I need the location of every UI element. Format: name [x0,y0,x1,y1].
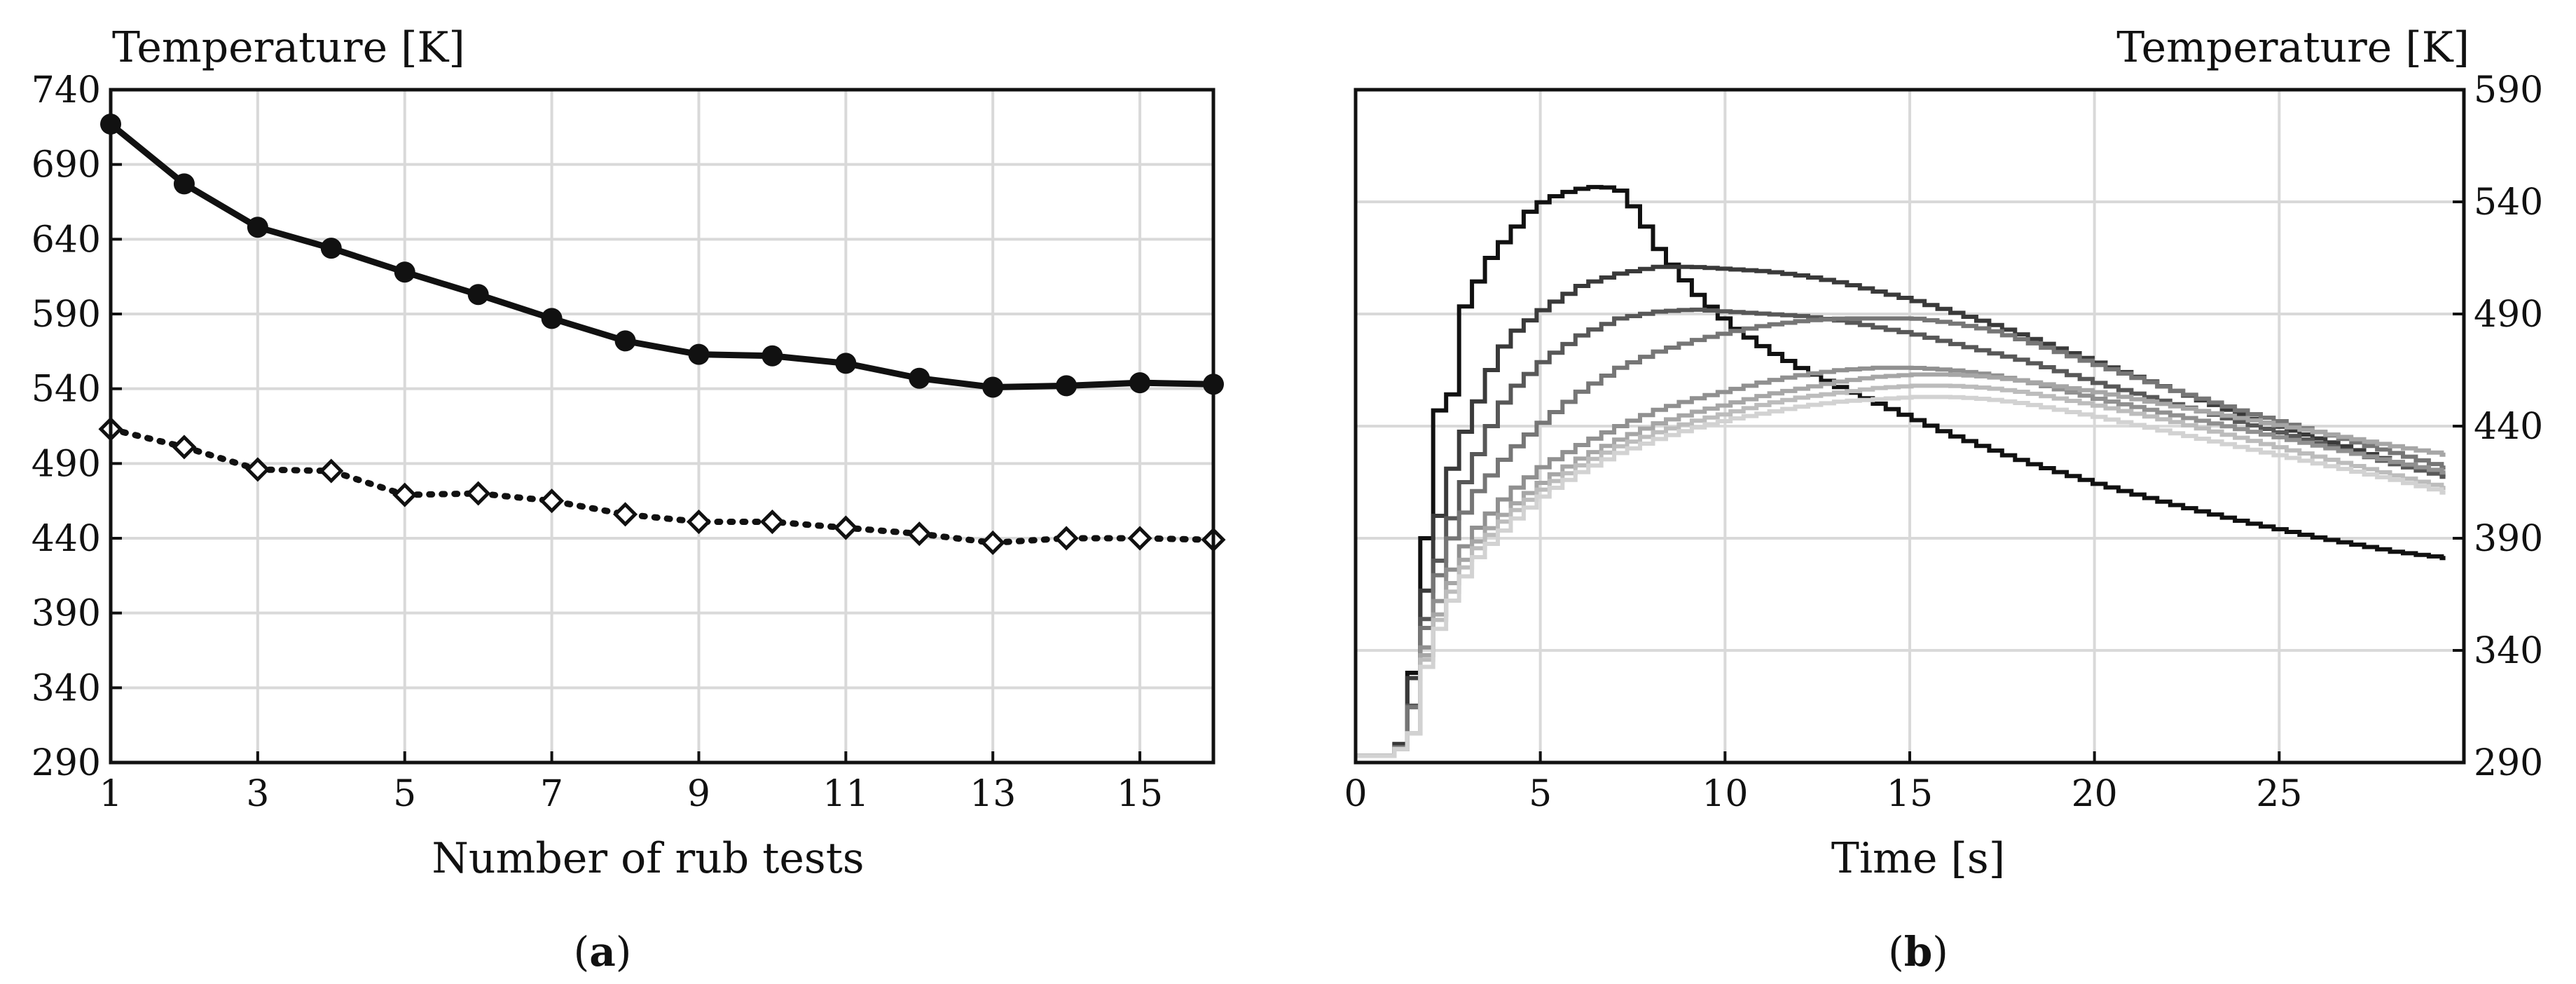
panel-a-series-0-point-8 [688,343,710,365]
panel-a-y-tick-label-2: 390 [32,593,101,635]
panel-a-series-0-point-9 [762,345,783,367]
panel-a-series-0-point-6 [541,308,563,329]
panel-b-y-tick-label-0: 290 [2474,742,2543,784]
panel-a-series-0-point-5 [467,284,489,306]
panel-a-series-0-line [107,121,1217,391]
panel-a-x-tick-label-7: 15 [1117,773,1163,815]
panel-b-caption-letter: b [1904,928,1933,976]
panel-a-x-tick-label-2: 5 [393,773,416,815]
panel-b-x-tick-label-3: 15 [1887,773,1933,815]
panel-a-series-0-point-3 [320,238,342,259]
panel-a-series-1-point-12 [980,530,1005,555]
panel-a-x-tick-label-0: 1 [99,773,122,815]
panel-a-y-tick-label-5: 540 [32,369,101,411]
panel-b-x-tick-label-5: 25 [2256,773,2302,815]
panel-b-y-axis-label: Temperature [K] [2116,23,2470,72]
panel-a-series-0-point-2 [247,217,268,238]
panel-b-y-tick-label-2: 390 [2474,518,2543,560]
panel-b-y-tick-label-3: 440 [2474,406,2543,448]
panel-a: 1 3 5 7 9 11 13 1529034039044049054059064069074… [32,23,1226,976]
panel-b-y-tick-label-5: 540 [2474,182,2543,224]
panel-a-x-tick-label-1: 3 [246,773,269,815]
panel-a-y-tick-label-1: 340 [32,667,101,709]
panel-a-x-tick-label-4: 9 [687,773,710,815]
panel-a-series-1-point-4 [392,482,418,507]
panel-b-y-tick-label-4: 490 [2474,294,2543,336]
panel-a-series-1-point-2 [245,457,270,482]
panel-b: 0 5 10 15 20 25 290 340 390 440 490 540 590 Temperat… [1344,23,2543,976]
panel-a-series-1-point-11 [907,521,932,547]
panel-a-ticks: 1 3 5 7 9 11 13 1529034039044049054059064069074… [32,69,1163,815]
panel-a-series-1-point-5 [466,481,491,506]
panel-a-series-1-point-10 [833,515,858,540]
panel-a-y-tick-label-3: 440 [32,518,101,560]
panel-a-series-0-point-7 [614,330,636,352]
panel-a-series-1-point-8 [686,509,712,535]
panel-a-plot-frame [109,88,1215,765]
panel-b-caption: (b) [1888,928,1948,976]
panel-a-series-1-point-3 [319,458,344,484]
panel-a-y-axis-label: Temperature [K] [112,23,465,72]
panel-a-series-1-point-7 [612,502,638,527]
panel-a-series-1-line [107,425,1217,546]
panel-b-x-tick-label-4: 20 [2072,773,2118,815]
panel-a-series-0-point-12 [982,376,1004,398]
panel-a-series-0-point-13 [1056,375,1077,397]
panel-a-series-0-point-4 [394,261,415,283]
panel-a-series-0-point-11 [909,367,930,389]
panel-a-y-tick-label-9: 740 [32,69,101,111]
panel-a-x-tick-label-3: 7 [540,773,563,815]
panel-a-y-tick-label-8: 690 [32,144,101,186]
panel-a-series [98,114,1226,555]
panel-a-x-tick-label-5: 11 [822,773,869,815]
panel-b-series-5-line [1356,372,2446,758]
panel-a-series-0-point-1 [173,173,195,195]
panel-a-series-1-point-6 [539,488,565,514]
panel-a-x-tick-label-6: 13 [970,773,1016,815]
panel-a-y-tick-label-4: 490 [32,443,101,485]
panel-a-x-axis-label: Number of rub tests [432,834,864,883]
panel-b-y-tick-label-1: 340 [2474,630,2543,672]
panel-a-y-tick-label-6: 590 [32,294,101,336]
panel-b-ticks: 0 5 10 15 20 25 290 340 390 440 490 540 590 [1344,69,2543,815]
panel-b-series [1356,184,2446,758]
panel-a-grid [109,88,1213,764]
panel-a-series-1-point-14 [1127,526,1152,551]
panel-b-x-tick-label-0: 0 [1344,773,1367,815]
panel-a-y-tick-label-7: 640 [32,219,101,261]
panel-a-y-tick-label-0: 290 [32,742,101,784]
panel-a-series-1-point-1 [172,435,197,460]
panel-b-x-tick-label-2: 10 [1702,773,1748,815]
panel-a-series-1-point-13 [1054,526,1079,551]
panel-b-y-tick-label-6: 590 [2474,69,2543,111]
panel-b-x-tick-label-1: 5 [1529,773,1552,815]
panel-b-series-0-line [1356,184,2446,758]
panel-a-caption: (a) [574,928,632,976]
panel-b-series-2-line [1356,307,2446,758]
panel-b-x-axis-label: Time [s] [1831,834,2005,883]
panel-b-series-3-line [1356,316,2446,758]
panel-a-series-1-point-9 [759,509,785,535]
panel-b-series-4-line [1356,365,2446,758]
panel-b-series-7-line [1356,395,2446,758]
panel-a-series-0-point-10 [835,353,857,374]
panel-a-series-0-point-14 [1129,372,1151,394]
panel-b-series-6-line [1356,383,2446,758]
panel-a-caption-letter: a [589,928,616,976]
